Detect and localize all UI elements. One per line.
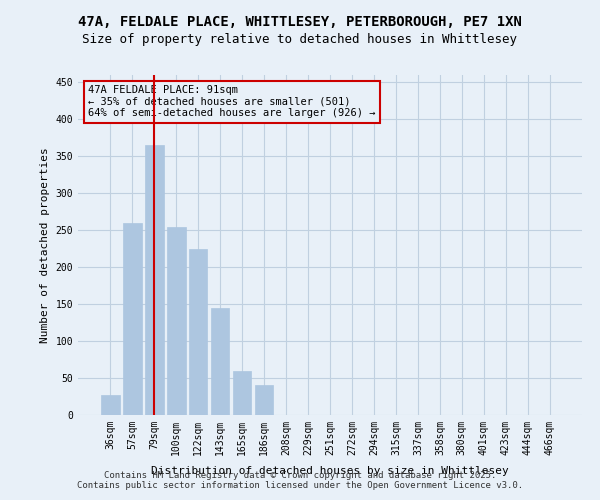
Text: 47A FELDALE PLACE: 91sqm
← 35% of detached houses are smaller (501)
64% of semi-: 47A FELDALE PLACE: 91sqm ← 35% of detach…	[88, 85, 376, 118]
Bar	[233, 370, 251, 415]
Text: Contains HM Land Registry data © Crown copyright and database right 2025.
Contai: Contains HM Land Registry data © Crown c…	[77, 470, 523, 490]
Text: Size of property relative to detached houses in Whittlesey: Size of property relative to detached ho…	[83, 32, 517, 46]
Bar	[145, 145, 164, 415]
Bar	[255, 386, 274, 415]
Text: 47A, FELDALE PLACE, WHITTLESEY, PETERBOROUGH, PE7 1XN: 47A, FELDALE PLACE, WHITTLESEY, PETERBOR…	[78, 15, 522, 29]
Bar	[167, 226, 185, 415]
Bar	[101, 395, 119, 415]
X-axis label: Distribution of detached houses by size in Whittlesey: Distribution of detached houses by size …	[151, 466, 509, 476]
Bar	[123, 223, 142, 415]
Bar	[189, 248, 208, 415]
Bar	[211, 308, 229, 415]
Y-axis label: Number of detached properties: Number of detached properties	[40, 147, 50, 343]
